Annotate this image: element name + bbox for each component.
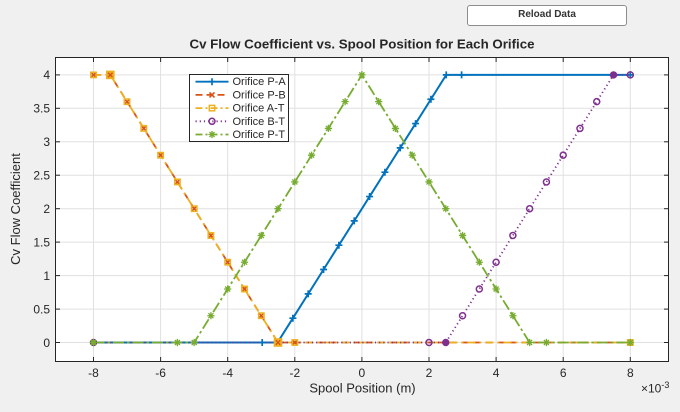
- svg-text:Orifice P-T: Orifice P-T: [233, 129, 286, 141]
- svg-text:Spool Position (m): Spool Position (m): [309, 381, 415, 396]
- svg-text:8: 8: [627, 366, 634, 380]
- svg-text:Orifice A-T: Orifice A-T: [233, 103, 285, 115]
- svg-text:Orifice P-A: Orifice P-A: [233, 76, 287, 88]
- svg-text:6: 6: [560, 366, 567, 380]
- svg-text:1: 1: [43, 269, 50, 283]
- svg-text:0: 0: [43, 336, 50, 350]
- svg-text:Cv Flow Coefficient vs. Spool: Cv Flow Coefficient vs. Spool Position f…: [189, 37, 534, 52]
- svg-text:3: 3: [43, 135, 50, 149]
- svg-text:-2: -2: [289, 366, 300, 380]
- svg-text:0: 0: [359, 366, 366, 380]
- svg-text:-6: -6: [155, 366, 166, 380]
- svg-text:Cv Flow Coefficient: Cv Flow Coefficient: [8, 153, 23, 265]
- svg-text:4: 4: [43, 68, 50, 82]
- svg-text:2: 2: [43, 202, 50, 216]
- svg-text:Orifice P-B: Orifice P-B: [233, 89, 286, 101]
- svg-text:0.5: 0.5: [33, 302, 50, 316]
- svg-text:4: 4: [493, 366, 500, 380]
- svg-text:Orifice B-T: Orifice B-T: [233, 116, 286, 128]
- svg-text:×10-3: ×10-3: [641, 380, 669, 396]
- svg-text:2.5: 2.5: [33, 169, 50, 183]
- svg-text:-4: -4: [222, 366, 233, 380]
- svg-text:1.5: 1.5: [33, 235, 50, 249]
- svg-text:-8: -8: [88, 366, 99, 380]
- svg-text:2: 2: [426, 366, 433, 380]
- svg-text:3.5: 3.5: [33, 102, 50, 116]
